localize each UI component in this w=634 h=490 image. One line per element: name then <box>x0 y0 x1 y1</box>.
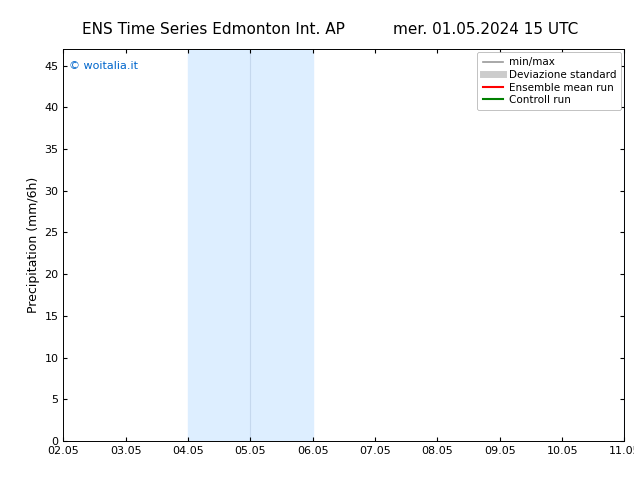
Text: © woitalia.it: © woitalia.it <box>69 61 138 71</box>
Bar <box>188 49 313 441</box>
Legend: min/max, Deviazione standard, Ensemble mean run, Controll run: min/max, Deviazione standard, Ensemble m… <box>477 52 621 110</box>
Y-axis label: Precipitation (mm/6h): Precipitation (mm/6h) <box>27 177 40 313</box>
Bar <box>624 49 634 441</box>
Text: ENS Time Series Edmonton Int. AP: ENS Time Series Edmonton Int. AP <box>82 22 346 37</box>
Text: mer. 01.05.2024 15 UTC: mer. 01.05.2024 15 UTC <box>393 22 578 37</box>
